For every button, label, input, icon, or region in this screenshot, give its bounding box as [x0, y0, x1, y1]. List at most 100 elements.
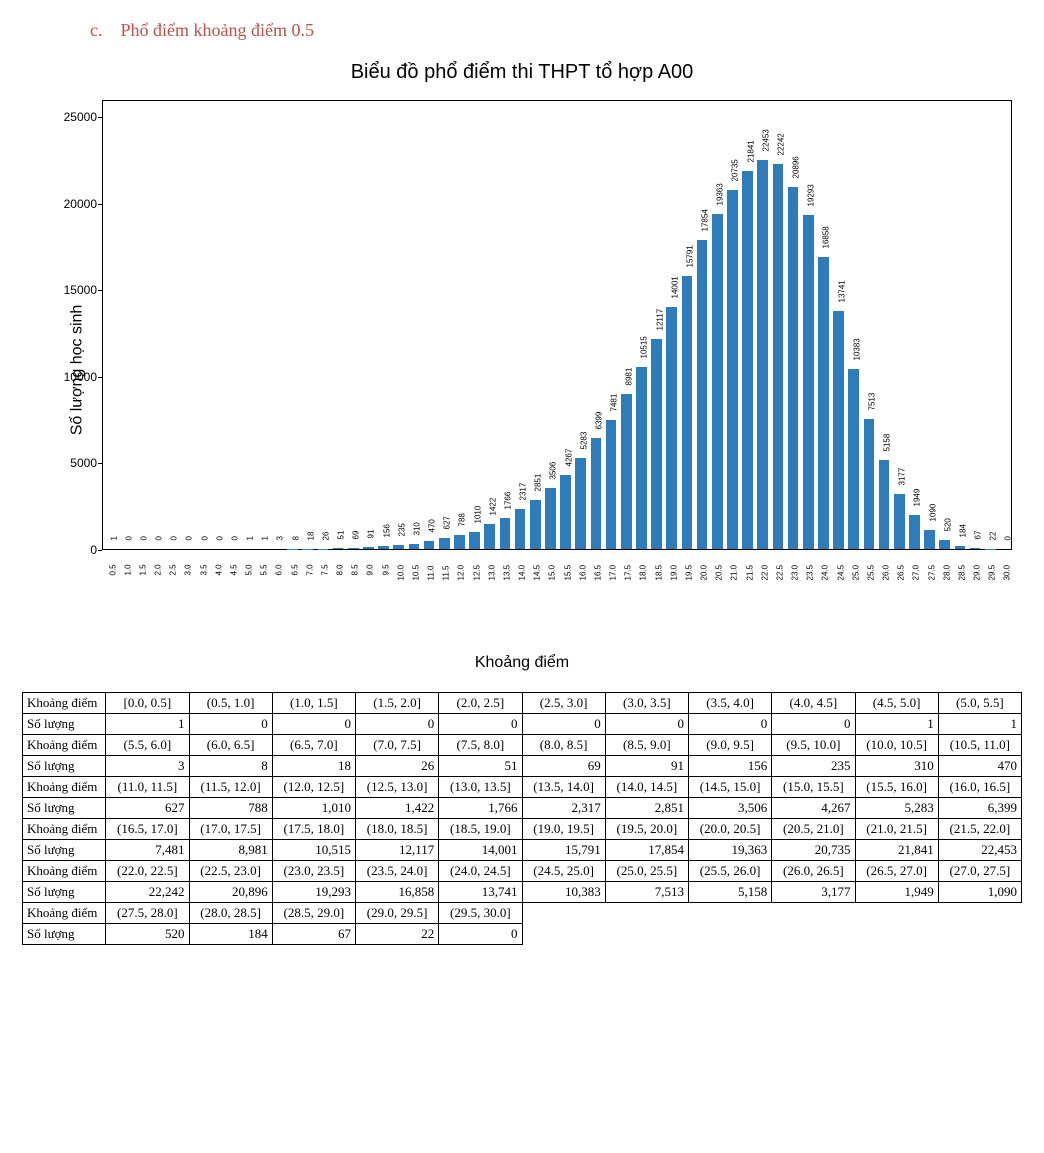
table-count-cell: 235	[772, 756, 855, 777]
x-tick-label: 26.0	[882, 565, 891, 581]
table-range-cell: (1.0, 1.5]	[272, 693, 355, 714]
table-count-cell: 1,010	[272, 798, 355, 819]
bar-value-label: 520	[943, 518, 952, 531]
table-range-cell: (27.5, 28.0]	[106, 903, 189, 924]
table-range-cell: (11.0, 11.5]	[106, 777, 189, 798]
x-tick-label: 25.0	[851, 565, 860, 581]
x-tick-label: 23.0	[791, 565, 800, 581]
bar-value-label: 6399	[594, 412, 603, 430]
table-row-header-count: Số lượng	[23, 756, 106, 777]
x-tick-label: 3.5	[199, 564, 208, 575]
table-range-cell: (8.0, 8.5]	[522, 735, 605, 756]
x-tick-label: 6.5	[290, 564, 299, 575]
plot-outer: Số lượng học sinh 1000000001138182651699…	[22, 90, 1022, 650]
table-range-cell: (8.5, 9.0]	[605, 735, 688, 756]
x-tick-label: 20.5	[715, 565, 724, 581]
table-range-cell: (18.5, 19.0]	[439, 819, 522, 840]
table-range-cell: (19.0, 19.5]	[522, 819, 605, 840]
table-range-cell: [0.0, 0.5]	[106, 693, 189, 714]
table-range-cell: (13.5, 14.0]	[522, 777, 605, 798]
table-count-cell: 520	[106, 924, 189, 945]
data-table-container: Khoảng điểm[0.0, 0.5](0.5, 1.0](1.0, 1.5…	[10, 692, 1034, 945]
table-range-cell: (29.0, 29.5]	[356, 903, 439, 924]
x-tick-label: 29.0	[973, 565, 982, 581]
table-row-header-range: Khoảng điểm	[23, 777, 106, 798]
table-count-cell: 7,513	[605, 882, 688, 903]
table-count-cell: 14,001	[439, 840, 522, 861]
table-row-header-range: Khoảng điểm	[23, 861, 106, 882]
bar-value-label: 788	[458, 514, 467, 527]
y-tick-label: 0	[57, 543, 97, 557]
chart-bar	[591, 438, 602, 549]
table-row-header-range: Khoảng điểm	[23, 903, 106, 924]
chart-bar	[697, 240, 708, 549]
table-range-cell: (5.0, 5.5]	[938, 693, 1021, 714]
x-tick-label: 13.5	[502, 565, 511, 581]
bar-value-label: 1949	[913, 489, 922, 507]
plot-box: 1000000001138182651699115623531047062778…	[102, 100, 1012, 550]
table-range-cell: (3.5, 4.0]	[689, 693, 772, 714]
table-count-cell: 1,766	[439, 798, 522, 819]
table-row-header-range: Khoảng điểm	[23, 735, 106, 756]
table-range-cell: (13.0, 13.5]	[439, 777, 522, 798]
chart-bar	[333, 548, 344, 549]
bar-value-label: 0	[139, 536, 148, 540]
chart-bar	[818, 257, 829, 549]
table-count-cell: 6,399	[938, 798, 1021, 819]
bar-value-label: 470	[428, 519, 437, 532]
bar-value-label: 20735	[731, 159, 740, 181]
x-tick-label: 24.0	[821, 565, 830, 581]
table-range-cell: (6.0, 6.5]	[189, 735, 272, 756]
bar-value-label: 1422	[488, 498, 497, 516]
table-count-cell: 8,981	[189, 840, 272, 861]
chart-bar	[924, 530, 935, 549]
chart-bar	[530, 500, 541, 549]
table-range-cell: (23.5, 24.0]	[356, 861, 439, 882]
chart-bar	[939, 540, 950, 549]
table-range-cell: (4.5, 5.0]	[855, 693, 938, 714]
x-tick-label: 22.0	[760, 565, 769, 581]
table-range-cell: (15.5, 16.0]	[855, 777, 938, 798]
chart-bar	[955, 546, 966, 549]
table-range-cell: (22.5, 23.0]	[189, 861, 272, 882]
table-range-cell: (19.5, 20.0]	[605, 819, 688, 840]
x-tick-label: 16.5	[593, 565, 602, 581]
table-count-cell: 0	[439, 924, 522, 945]
chart-bar	[727, 190, 738, 549]
bar-value-label: 19363	[716, 183, 725, 205]
table-range-cell: (23.0, 23.5]	[272, 861, 355, 882]
table-count-cell: 15,791	[522, 840, 605, 861]
table-range-cell: (10.5, 11.0]	[938, 735, 1021, 756]
table-range-cell: (17.0, 17.5]	[189, 819, 272, 840]
table-count-cell: 7,481	[106, 840, 189, 861]
chart-bar	[742, 171, 753, 549]
bar-value-label: 1010	[473, 505, 482, 523]
table-count-cell: 1	[106, 714, 189, 735]
table-count-cell: 19,363	[689, 840, 772, 861]
chart-region: Biểu đồ phổ điểm thi THPT tổ hợp A00 Số …	[22, 61, 1022, 672]
table-count-cell: 1,090	[938, 882, 1021, 903]
heading-prefix: c.	[90, 20, 103, 40]
table-count-cell: 10,383	[522, 882, 605, 903]
bar-value-label: 1	[109, 536, 118, 540]
x-tick-label: 25.5	[866, 565, 875, 581]
y-tick-label: 25000	[57, 110, 97, 124]
chart-bar	[788, 187, 799, 549]
table-count-cell: 1	[938, 714, 1021, 735]
chart-bar	[864, 419, 875, 549]
table-count-cell: 0	[356, 714, 439, 735]
x-tick-label: 29.5	[988, 565, 997, 581]
chart-bar	[575, 458, 586, 549]
table-row-header-range: Khoảng điểm	[23, 819, 106, 840]
table-range-cell: (3.0, 3.5]	[605, 693, 688, 714]
data-table: Khoảng điểm[0.0, 0.5](0.5, 1.0](1.0, 1.5…	[22, 692, 1022, 945]
table-range-cell: (20.5, 21.0]	[772, 819, 855, 840]
table-count-cell: 17,854	[605, 840, 688, 861]
table-range-cell: (0.5, 1.0]	[189, 693, 272, 714]
table-count-cell: 0	[439, 714, 522, 735]
table-range-cell: (12.5, 13.0]	[356, 777, 439, 798]
chart-bar	[454, 535, 465, 549]
table-range-cell: (26.0, 26.5]	[772, 861, 855, 882]
table-range-cell: (24.5, 25.0]	[522, 861, 605, 882]
table-count-cell: 91	[605, 756, 688, 777]
